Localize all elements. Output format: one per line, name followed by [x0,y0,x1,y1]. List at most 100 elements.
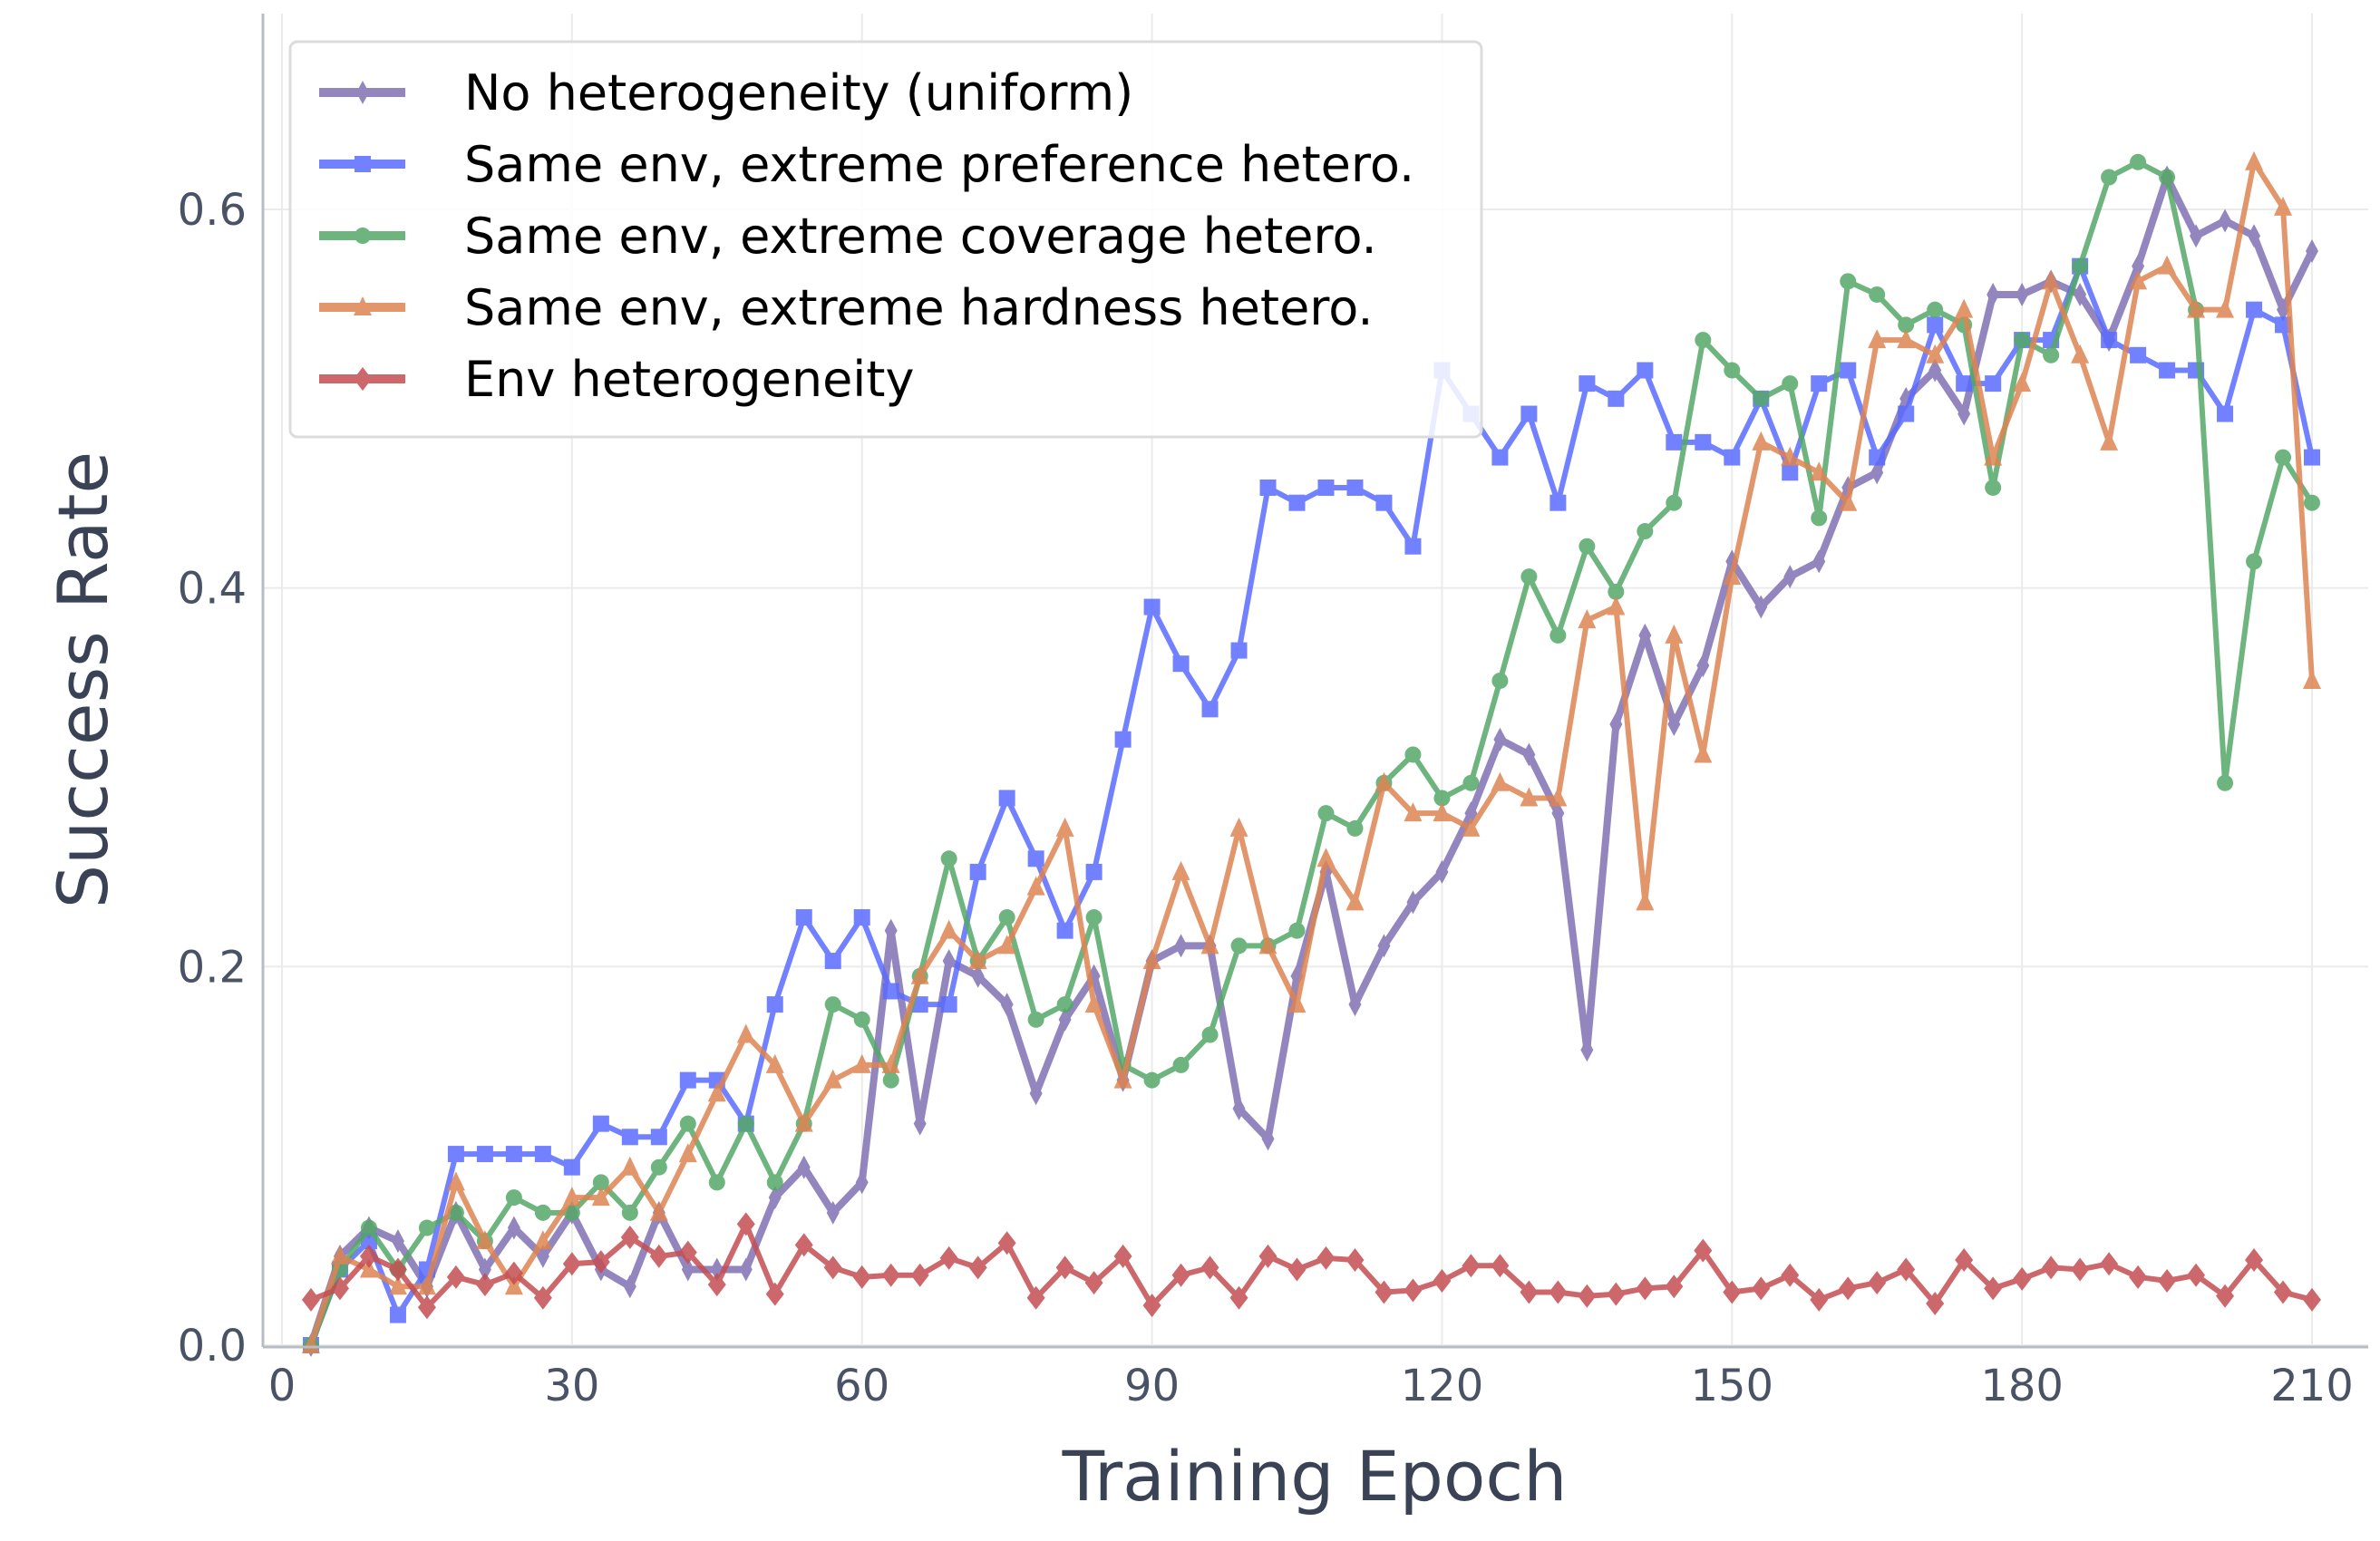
data-point [1927,316,1944,334]
data-point [2100,431,2119,451]
data-point [1259,479,1277,496]
data-point [1579,538,1596,555]
data-point [768,1186,782,1210]
data-point [1695,332,1712,349]
data-point [592,1174,609,1191]
data-point [1143,598,1161,615]
data-point [852,1265,871,1289]
data-point [997,935,1016,955]
series-3 [301,150,2321,1353]
data-point [446,1171,465,1191]
data-point [1724,362,1741,379]
data-point [1520,787,1539,807]
data-point [2130,153,2147,170]
data-point [2245,150,2264,170]
data-point [1840,273,1857,290]
data-point [824,996,841,1013]
data-point [707,1273,726,1297]
series-group [301,150,2321,1357]
data-point [1287,1257,1307,1282]
data-point [1029,1081,1043,1106]
data-point [388,1257,407,1282]
data-point [1549,1280,1568,1304]
data-point [1174,934,1188,958]
data-point [1171,860,1190,880]
data-point [1782,375,1799,393]
data-point [2304,449,2320,466]
data-point [1666,433,1683,451]
data-point [1637,523,1654,540]
data-point [534,1204,551,1221]
data-point [1811,509,1828,527]
data-point [2071,344,2090,363]
data-point [823,1069,842,1089]
data-point [766,996,783,1013]
data-point [679,1071,696,1089]
data-point [1375,1280,1394,1304]
data-point [1000,993,1014,1017]
data-point [1754,595,1768,619]
data-point [1491,449,1509,466]
data-point [1926,1292,1945,1316]
data-point [1897,1257,1916,1282]
data-point [913,1111,927,1136]
data-point [1027,850,1044,867]
data-point [1724,449,1741,466]
data-point [1928,358,1942,383]
data-point [2071,1257,2090,1282]
data-point [1113,1069,1132,1089]
data-point [881,1263,900,1287]
data-point [2217,405,2234,422]
data-point [2013,1266,2032,1291]
data-point [1201,1026,1219,1043]
data-point [1723,566,1742,586]
data-point [1346,819,1364,837]
legend-marker [355,156,371,172]
data-point [1406,890,1420,915]
data-point [1345,891,1365,911]
data-point [507,1216,520,1240]
data-point [1898,316,1915,334]
data-point [1696,654,1710,678]
data-point [1201,701,1219,718]
data-point [765,1282,784,1306]
legend-entry [319,156,405,172]
data-point [1957,402,1971,426]
x-tick-label: 60 [834,1361,889,1411]
series-4 [301,1212,2321,1320]
data-point [1142,1294,1161,1318]
data-point [1609,712,1623,737]
data-point [563,1204,580,1221]
data-point [1404,746,1422,763]
data-point [418,1219,435,1236]
data-point [1667,712,1681,737]
data-point [1288,922,1306,939]
data-point [2304,494,2320,511]
data-point [736,1212,755,1236]
data-point [2158,1268,2177,1293]
data-point [1549,787,1568,807]
data-point [1781,1263,1800,1287]
data-point [2129,1265,2148,1289]
data-point [1753,390,1770,407]
data-point [591,1187,610,1207]
data-point [1317,805,1335,822]
data-point [591,1250,610,1274]
data-point [649,1244,668,1268]
data-point [1870,460,1884,485]
data-point [679,1115,696,1132]
data-point [1435,859,1449,884]
legend-entry [319,367,405,391]
data-point [1056,922,1073,939]
data-point [853,909,870,926]
data-point [1491,672,1509,689]
data-point [2246,301,2263,318]
data-point [1984,1276,2003,1301]
data-point [2016,282,2029,306]
data-point [1462,1254,1481,1278]
data-point [504,1275,523,1295]
data-point [1027,1011,1044,1028]
data-point [2306,238,2318,263]
x-tick-label: 180 [1980,1361,2064,1411]
